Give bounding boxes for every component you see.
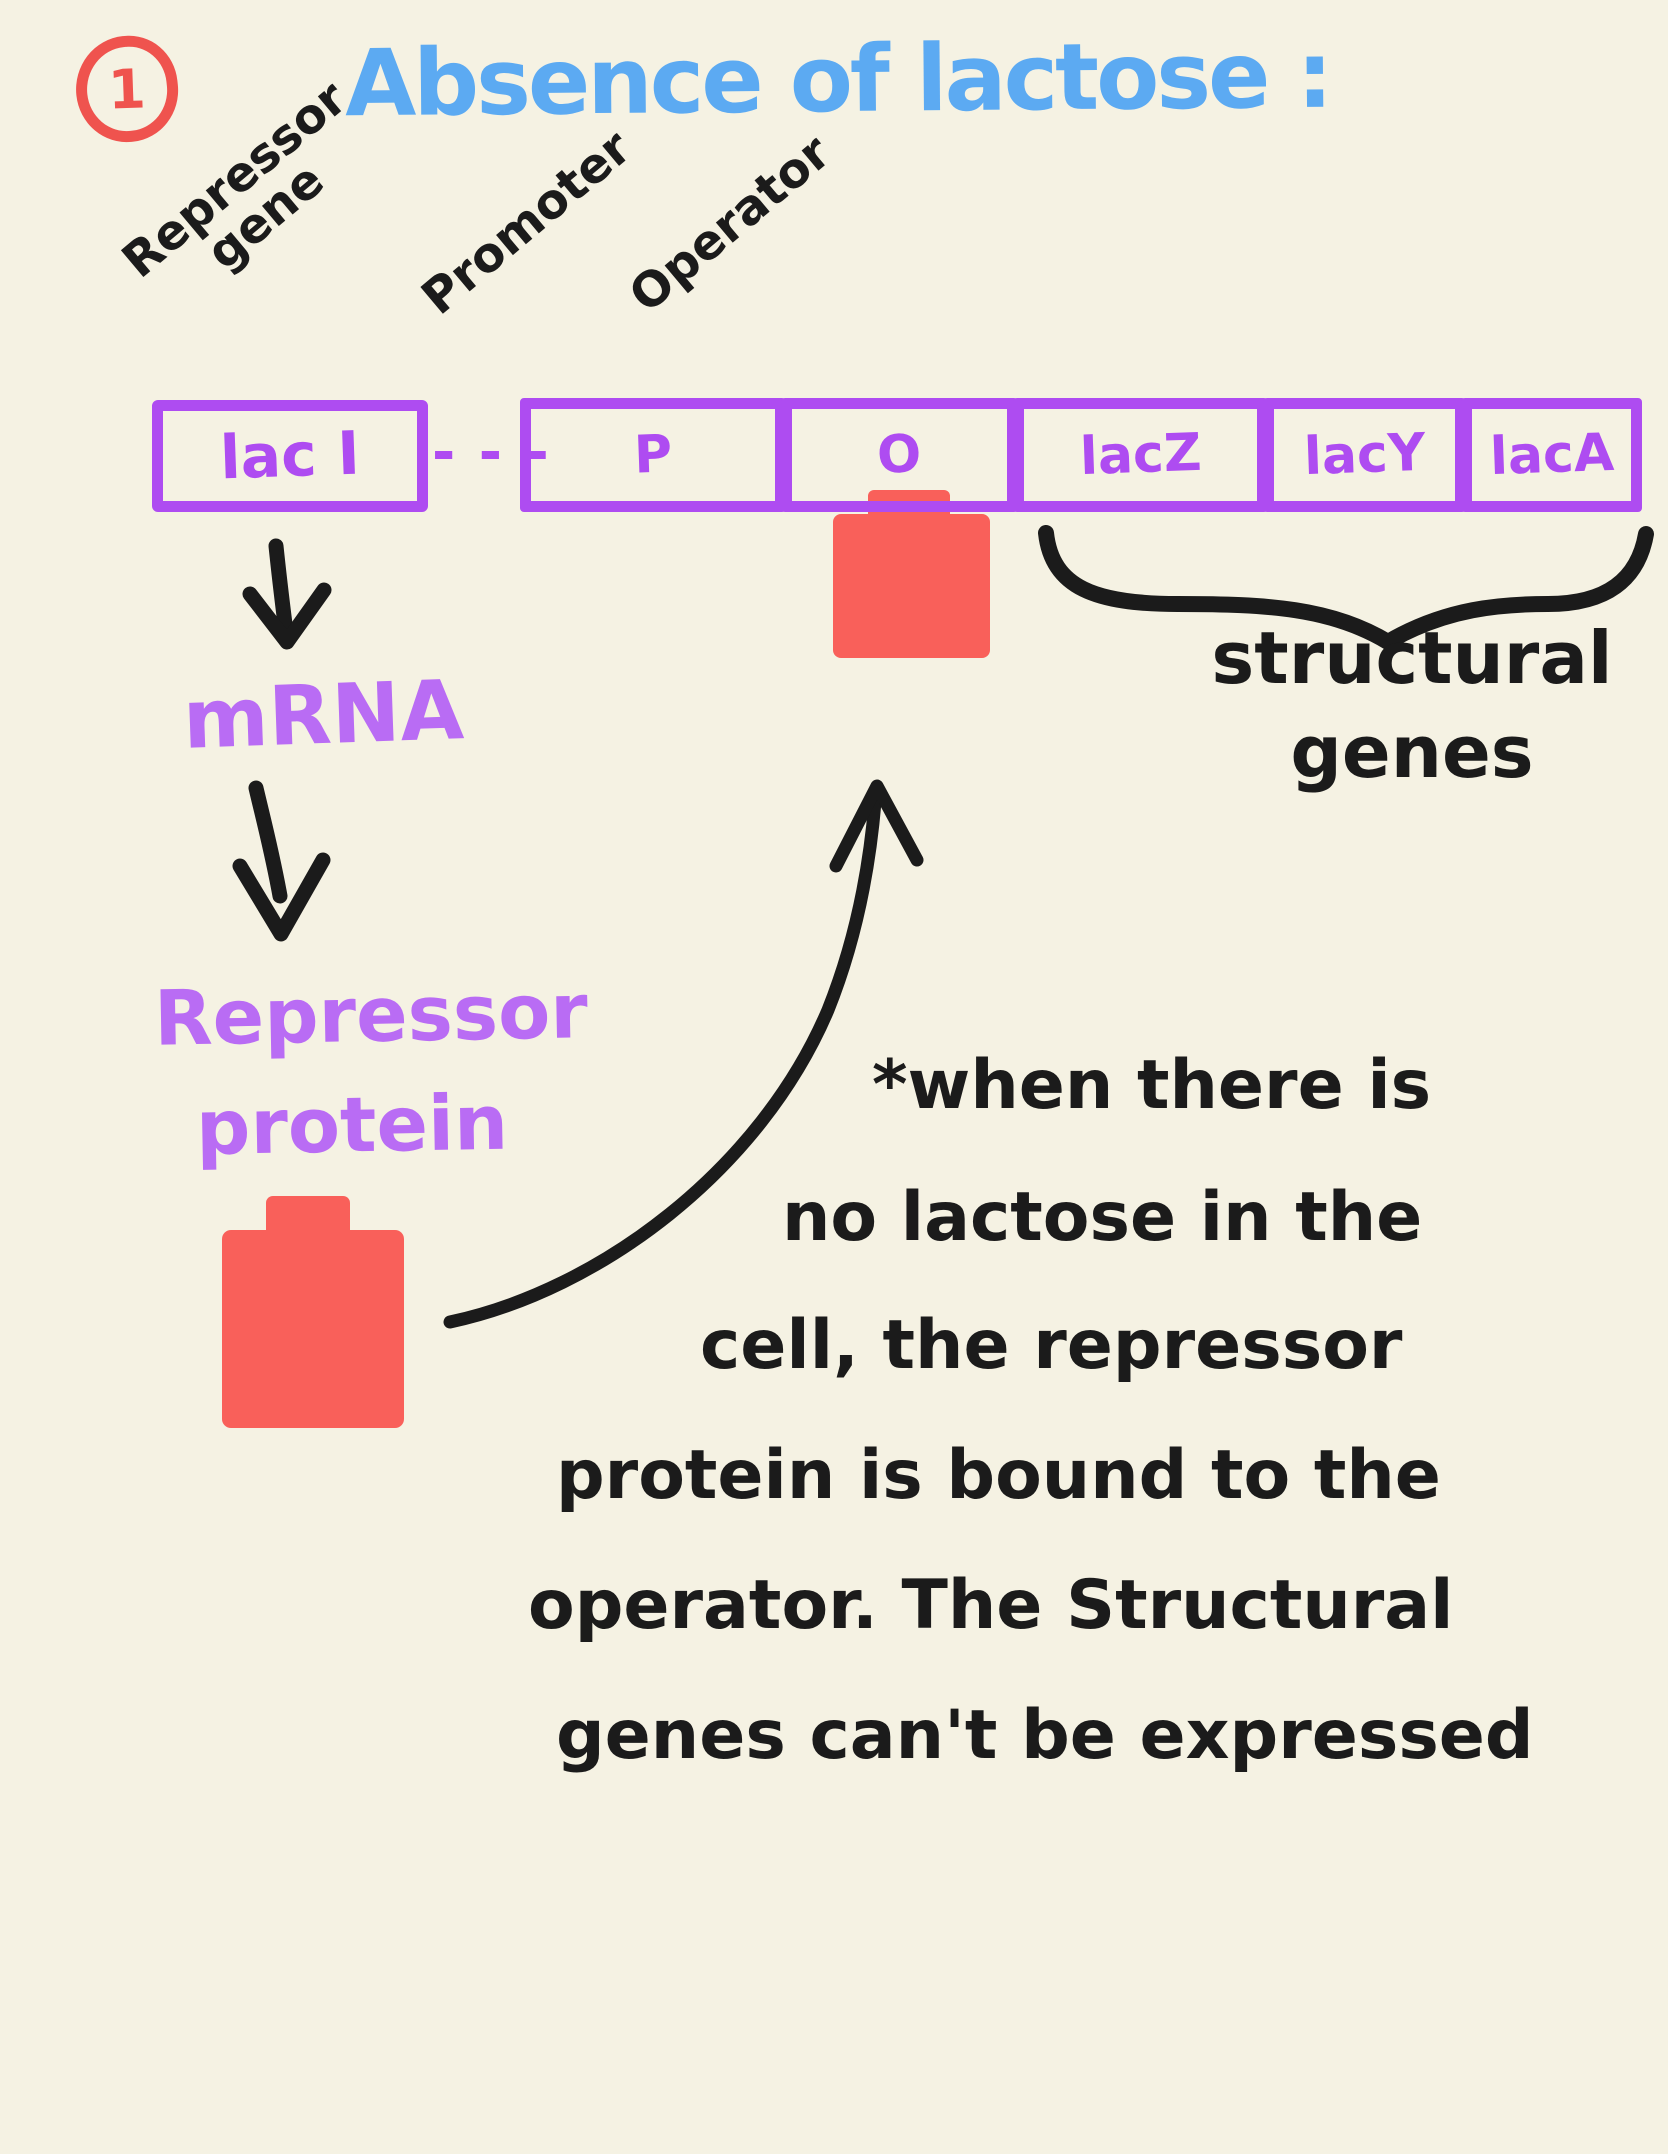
note-line: operator. The Structural	[528, 1566, 1454, 1645]
note-line: *when there is	[872, 1046, 1432, 1125]
repressor-protein-shape-body	[222, 1230, 404, 1428]
operator-label: Operator	[618, 124, 842, 324]
gene-box-operator: O	[781, 398, 1018, 512]
structural-genes-label: structural genes	[1211, 612, 1612, 799]
gene-label-laca: lacA	[1488, 422, 1615, 488]
gene-box-laci: lac I	[152, 400, 428, 512]
gene-box-laca: lacA	[1461, 398, 1642, 512]
down-arrow-1-icon	[242, 538, 332, 650]
promoter-label: Promoter	[411, 119, 642, 326]
note-line: protein is bound to the	[556, 1436, 1441, 1515]
step-number: 1	[107, 56, 147, 122]
step-badge: 1	[70, 30, 184, 148]
repressor-protein-label-line1: Repressor	[153, 966, 589, 1063]
repressor-protein-shape	[222, 1196, 404, 1428]
gene-label-promoter: P	[632, 424, 674, 486]
down-arrow-2-icon	[232, 780, 331, 942]
mrna-label: mRNA	[181, 663, 466, 768]
gene-label-operator: O	[876, 424, 923, 486]
note-line: cell, the repressor	[700, 1306, 1403, 1385]
note-line: genes can't be expressed	[556, 1696, 1534, 1775]
gene-box-promoter: P	[520, 398, 786, 512]
gene-label-lacy: lacY	[1302, 422, 1427, 488]
structural-genes-label-line1: structural	[1211, 616, 1613, 700]
operon-row: P O lacZ lacY lacA	[520, 398, 1647, 512]
repressor-bound-shape-body	[833, 514, 990, 658]
gene-box-lacy: lacY	[1263, 398, 1466, 512]
page-title: Absence of lactose :	[344, 21, 1331, 138]
gene-box-lacz: lacZ	[1013, 398, 1268, 512]
gene-label-laci: lac I	[218, 418, 362, 494]
repressor-bound-shape	[833, 490, 990, 658]
repressor-protein-label: Repressor protein	[153, 956, 590, 1184]
gene-label-lacz: lacZ	[1078, 422, 1203, 488]
repressor-protein-label-line2: protein	[195, 1077, 509, 1173]
note-line: no lactose in the	[782, 1178, 1423, 1257]
structural-genes-label-line2: genes	[1290, 709, 1534, 794]
